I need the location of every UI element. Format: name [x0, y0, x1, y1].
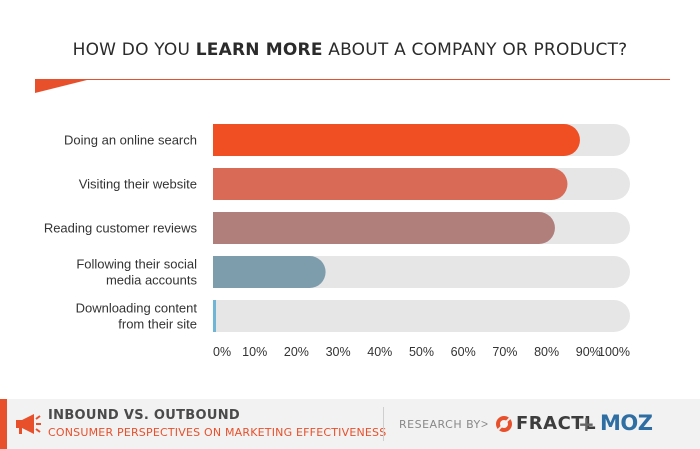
- footer-bar: INBOUND VS. OUTBOUND CONSUMER PERSPECTIV…: [0, 399, 700, 449]
- x-tick-label: 20%: [284, 345, 309, 359]
- category-label: Visiting their website: [79, 177, 197, 192]
- chart-title: HOW DO YOU LEARN MORE ABOUT A COMPANY OR…: [72, 40, 628, 60]
- category-label: Downloading content from their site: [76, 301, 198, 332]
- x-tick-label: 10%: [242, 345, 267, 359]
- bar: [213, 300, 216, 332]
- category-label: Doing an online search: [64, 133, 197, 148]
- x-tick-label: 80%: [534, 345, 559, 359]
- chevron-right-icon: >: [481, 417, 489, 431]
- x-tick-label: 60%: [451, 345, 476, 359]
- bar-chart: Doing an online search Visiting their web…: [44, 124, 630, 359]
- bar: [213, 168, 568, 200]
- bar: [213, 124, 580, 156]
- footer-accent: [0, 399, 7, 449]
- footer-title: INBOUND VS. OUTBOUND: [48, 408, 240, 423]
- footer-subtitle: CONSUMER PERSPECTIVES ON MARKETING EFFEC…: [48, 426, 387, 439]
- bar-track: [213, 300, 630, 332]
- x-tick-label: 0%: [213, 345, 231, 359]
- megaphone-icon: [16, 414, 41, 434]
- x-tick-label: 40%: [367, 345, 392, 359]
- category-label: Reading customer reviews: [44, 221, 198, 236]
- fractl-logo-icon: [496, 416, 512, 432]
- x-tick-label: 90%: [576, 345, 601, 359]
- moz-logo: MOZ: [600, 411, 653, 435]
- research-by-label: RESEARCH BY: [399, 418, 481, 431]
- category-label: Following their social media accounts: [76, 257, 197, 288]
- x-tick-label: 50%: [409, 345, 434, 359]
- title-divider-accent: [35, 80, 87, 93]
- bar: [213, 256, 326, 288]
- footer-divider: [383, 407, 384, 441]
- plus-sign: +: [578, 412, 595, 436]
- bar: [213, 212, 555, 244]
- title-divider: [35, 79, 670, 80]
- x-tick-label: 100%: [598, 345, 630, 359]
- x-tick-label: 70%: [492, 345, 517, 359]
- x-tick-label: 30%: [326, 345, 351, 359]
- fractl-logo: FRACTL: [516, 413, 597, 434]
